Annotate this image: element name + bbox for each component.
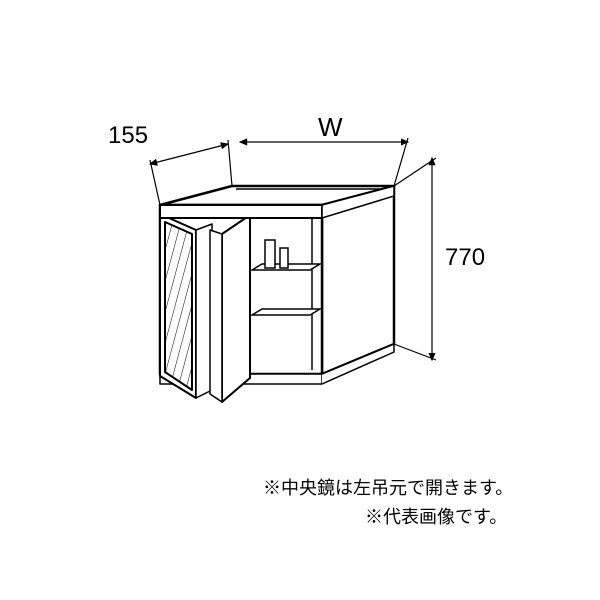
height-dimension-label: 770 — [445, 244, 485, 272]
technical-diagram: 155 W 770 ※中央鏡は左吊元で開きます。 ※代表画像です。 — [0, 0, 600, 600]
note-hinge-direction: ※中央鏡は左吊元で開きます。 — [263, 474, 513, 500]
cabinet-drawing — [0, 0, 600, 600]
note-representative-image: ※代表画像です。 — [365, 503, 507, 529]
depth-dimension-label: 155 — [108, 122, 148, 150]
width-dimension-label: W — [318, 112, 343, 143]
